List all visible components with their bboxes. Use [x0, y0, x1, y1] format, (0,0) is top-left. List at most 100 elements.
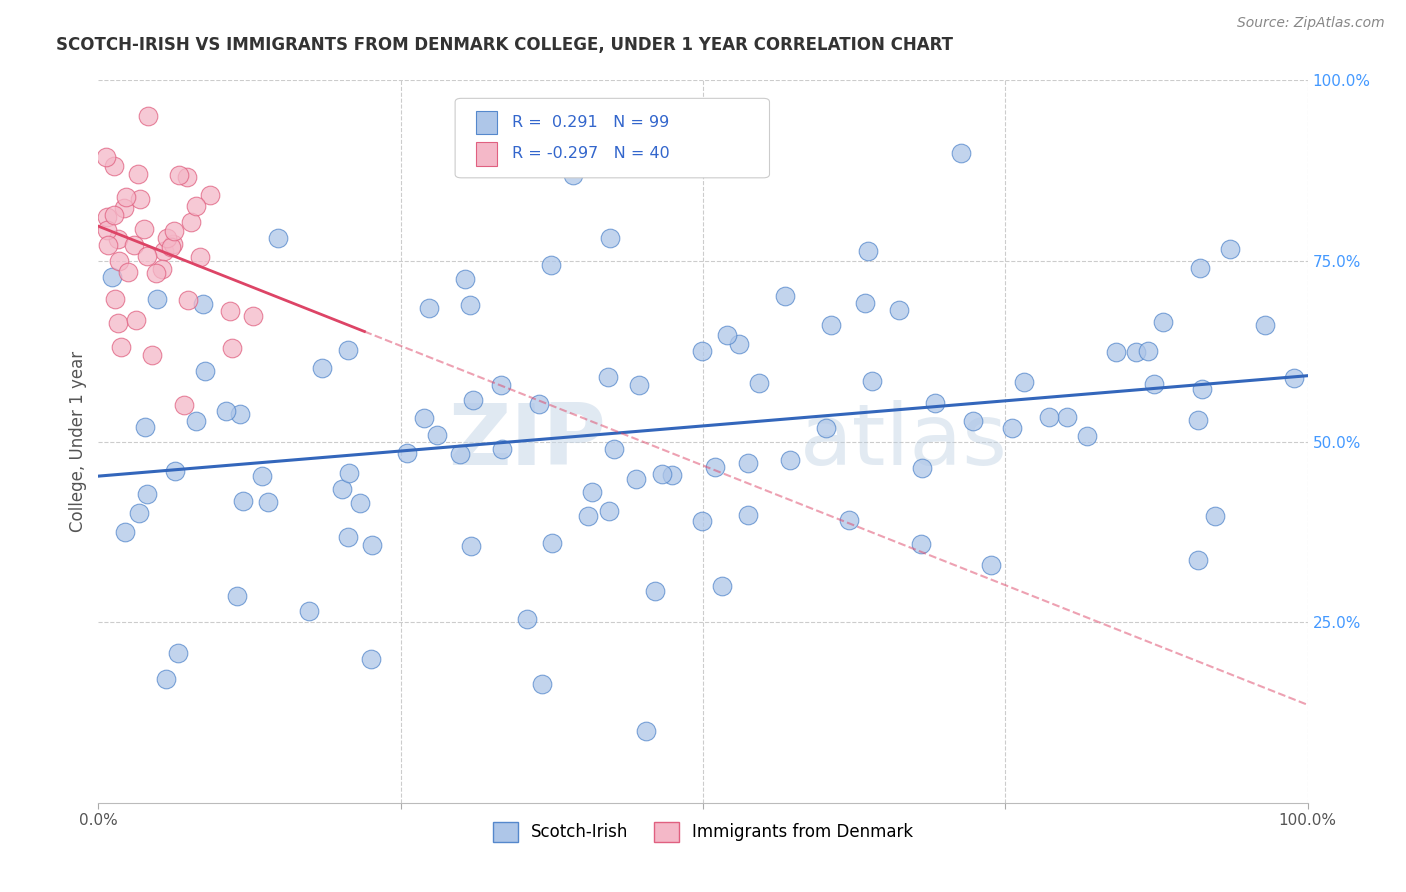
Point [1254, 318, 1277, 332]
Point [141, 348, 163, 362]
Point [360, 652, 382, 666]
Point [889, 303, 911, 318]
Point [924, 396, 946, 410]
Legend: Scotch-Irish, Immigrants from Denmark: Scotch-Irish, Immigrants from Denmark [486, 815, 920, 848]
Point [218, 303, 240, 318]
Text: ZIP: ZIP [449, 400, 606, 483]
Point [162, 236, 184, 251]
Point [598, 504, 620, 518]
Text: SCOTCH-IRISH VS IMMIGRANTS FROM DENMARK COLLEGE, UNDER 1 YEAR CORRELATION CHART: SCOTCH-IRISH VS IMMIGRANTS FROM DENMARK … [56, 36, 953, 54]
Text: Source: ZipAtlas.com: Source: ZipAtlas.com [1237, 16, 1385, 29]
Point [155, 672, 177, 686]
Y-axis label: College, Under 1 year: College, Under 1 year [69, 351, 87, 533]
Point [229, 407, 252, 421]
Text: R =  0.291   N = 99: R = 0.291 N = 99 [512, 115, 669, 129]
Point [128, 192, 150, 206]
Point [97, 238, 120, 252]
Point [1191, 382, 1213, 396]
Point [1187, 552, 1209, 566]
Point [114, 190, 136, 204]
Point [145, 266, 167, 280]
FancyBboxPatch shape [475, 143, 498, 166]
Point [461, 393, 484, 408]
Text: atlas: atlas [800, 400, 1008, 483]
Point [146, 292, 169, 306]
Point [150, 261, 173, 276]
Point [716, 328, 738, 343]
Text: R = -0.297   N = 40: R = -0.297 N = 40 [512, 146, 669, 161]
Point [128, 506, 150, 520]
FancyBboxPatch shape [475, 111, 498, 134]
Point [176, 169, 198, 184]
Point [531, 677, 554, 691]
Point [540, 258, 562, 272]
Point [454, 272, 477, 286]
Point [562, 168, 585, 182]
Point [692, 343, 714, 358]
Point [634, 723, 657, 738]
Point [627, 378, 650, 392]
Point [838, 512, 860, 526]
Point [491, 377, 513, 392]
Point [298, 604, 321, 618]
Point [153, 244, 176, 258]
Point [94, 150, 117, 164]
Point [460, 539, 482, 553]
Point [200, 187, 222, 202]
Point [117, 265, 139, 279]
Point [418, 301, 440, 315]
Point [644, 584, 666, 599]
Point [395, 446, 418, 460]
Point [349, 496, 371, 510]
Point [330, 482, 353, 496]
Point [814, 421, 837, 435]
Point [962, 414, 984, 428]
Point [1137, 344, 1160, 359]
Point [96, 223, 118, 237]
Point [1001, 421, 1024, 435]
Point [337, 530, 360, 544]
Point [661, 468, 683, 483]
Point [1219, 242, 1241, 256]
Point [853, 296, 876, 310]
Point [737, 508, 759, 523]
Point [1187, 413, 1209, 427]
Point [980, 558, 1002, 573]
Point [232, 493, 254, 508]
Point [412, 411, 434, 425]
Point [576, 508, 599, 523]
Point [250, 469, 273, 483]
Point [125, 312, 148, 326]
Point [690, 514, 713, 528]
Point [177, 293, 200, 307]
Point [1152, 315, 1174, 329]
Point [491, 442, 513, 456]
Point [215, 404, 238, 418]
Point [626, 473, 648, 487]
Point [773, 288, 796, 302]
Point [598, 369, 620, 384]
Point [603, 442, 626, 457]
Point [460, 297, 482, 311]
Point [426, 428, 449, 442]
Point [599, 231, 621, 245]
Point [337, 466, 360, 480]
Point [136, 487, 159, 501]
Point [748, 376, 770, 390]
Point [160, 240, 183, 254]
Point [242, 309, 264, 323]
Point [1204, 509, 1226, 524]
Point [108, 254, 131, 268]
Point [103, 159, 125, 173]
Point [651, 467, 673, 481]
Point [156, 231, 179, 245]
Point [449, 446, 471, 460]
Point [173, 398, 195, 412]
Point [112, 201, 135, 215]
Point [1125, 345, 1147, 359]
Point [194, 363, 217, 377]
Point [858, 244, 880, 258]
Point [267, 231, 290, 245]
Point [188, 251, 211, 265]
Point [710, 579, 733, 593]
